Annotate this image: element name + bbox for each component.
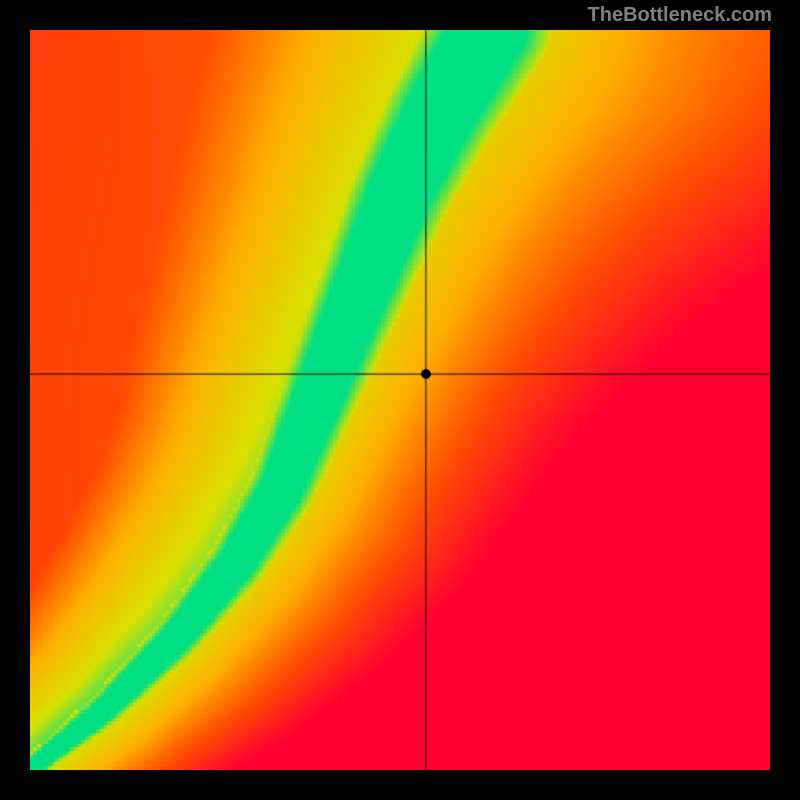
- crosshair-marker: [421, 369, 431, 379]
- watermark-text: TheBottleneck.com: [588, 4, 772, 27]
- bottleneck-heatmap: [30, 30, 770, 770]
